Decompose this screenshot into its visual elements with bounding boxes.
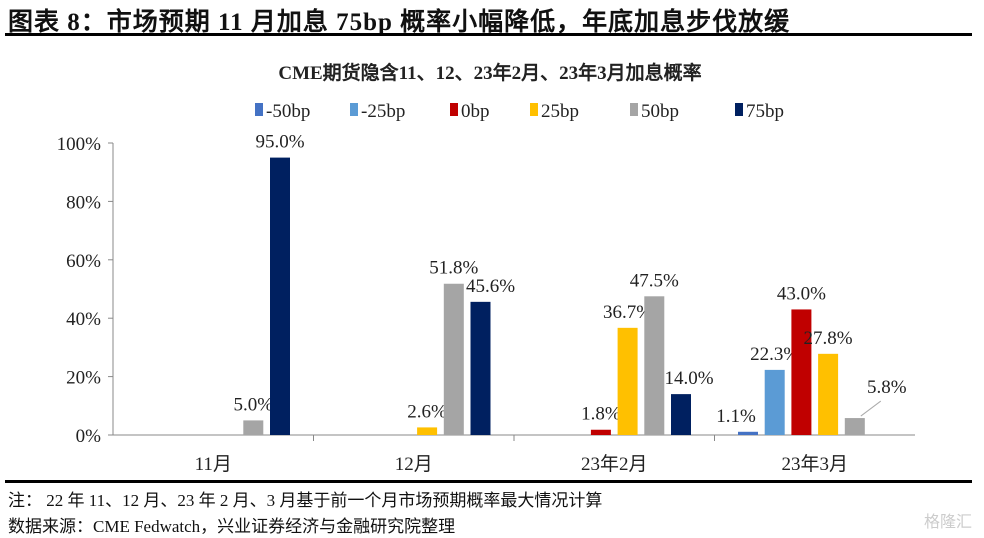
data-label: 5.8% [867, 377, 907, 398]
legend-label: -25bp [361, 101, 405, 122]
data-label: 27.8% [804, 328, 853, 349]
bar-50bp [644, 296, 665, 435]
bar-0bp [791, 309, 812, 435]
bar-50bp [243, 420, 264, 435]
bar-25bp [818, 353, 839, 435]
legend-label: 75bp [746, 101, 784, 122]
chart-source: 数据来源：CME Fedwatch，兴业证券经济与金融研究院整理 [8, 517, 456, 536]
chart-title: CME期货隐含11、12、23年2月、23年3月加息概率 [278, 61, 701, 84]
bar-75bp [270, 157, 290, 435]
bottom-rule [5, 480, 972, 483]
legend-label: 50bp [641, 101, 679, 122]
bar-25bp [417, 427, 438, 435]
y-tick-label: 40% [66, 309, 101, 330]
bar-0bp [590, 429, 611, 435]
bar-25bp [617, 327, 638, 435]
data-label: 22.3% [750, 344, 799, 365]
data-label: 36.7% [603, 302, 652, 323]
x-tick-label: 11月 [195, 454, 232, 475]
data-label: 1.1% [716, 406, 756, 427]
legend-label: -50bp [266, 101, 310, 122]
figure-title: 图表 8：市场预期 11 月加息 75bp 概率小幅降低，年底加息步伐放缓 [8, 9, 791, 36]
bar-50bp [443, 283, 464, 435]
bar-50bp [844, 418, 865, 435]
bar-75bp [470, 301, 491, 435]
x-tick-label: 23年2月 [581, 453, 648, 475]
x-tick-label: 12月 [395, 454, 433, 475]
data-label: 95.0% [255, 132, 304, 153]
data-label: 45.6% [466, 276, 515, 297]
bar--25bp [764, 369, 785, 435]
y-tick-label: 60% [66, 251, 101, 272]
bar-chart: CME期货隐含11、12、23年2月、23年3月加息概率 0% 20% 40% 60%… [57, 61, 915, 475]
data-label: 47.5% [630, 270, 679, 291]
watermark: 格隆汇 [923, 512, 972, 531]
data-label: 2.6% [407, 401, 447, 422]
data-label: 51.8% [429, 258, 478, 279]
legend-swatch-75bp [735, 103, 743, 116]
y-tick-label: 0% [76, 426, 102, 447]
data-label: 14.0% [664, 368, 713, 389]
top-rule [5, 33, 972, 36]
legend-swatch-25bp [530, 103, 538, 116]
legend-label: 25bp [541, 101, 579, 122]
data-label: 43.0% [777, 283, 826, 304]
y-tick-label: 20% [66, 368, 101, 389]
legend-swatch-50bp [630, 103, 638, 116]
leader-line [860, 400, 882, 417]
y-tick-label: 80% [66, 192, 101, 213]
legend-swatch--25bp [350, 103, 358, 116]
x-tick-label: 23年3月 [781, 453, 848, 475]
data-label: 1.8% [581, 404, 621, 425]
bar--50bp [738, 431, 758, 435]
y-tick-label: 100% [57, 134, 102, 155]
legend-label: 0bp [461, 101, 490, 122]
chart-note: 注： 22 年 11、12 月、23 年 2 月、3 月基于前一个月市场预期概率… [8, 491, 603, 510]
bar-75bp [671, 394, 691, 435]
legend-swatch-0bp [450, 103, 458, 116]
legend-swatch--50bp [255, 103, 263, 116]
data-label: 5.0% [234, 394, 274, 415]
